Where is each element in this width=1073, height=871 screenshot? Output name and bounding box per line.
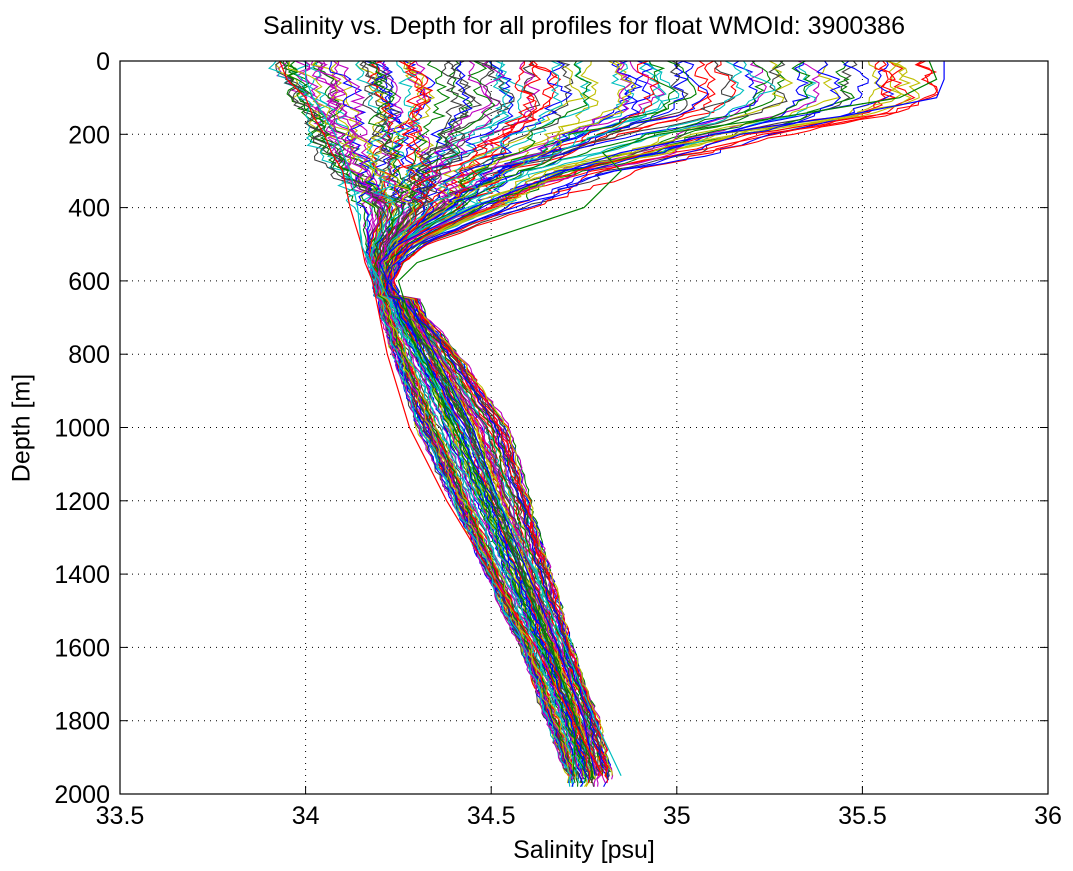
salinity-profile-line [390,60,811,769]
x-axis-label: Salinity [psu] [513,836,655,864]
y-tick-label: 1600 [54,634,110,662]
salinity-profile-line [375,60,821,769]
salinity-profile-line [279,60,604,776]
salinity-profile-line [377,60,637,784]
salinity-profile-line [397,60,938,776]
salinity-profile-line [385,60,869,780]
tick-labels: 33.5 34 34.5 35 35.5 36 0 200 400 600 800 1000 1200 1… [54,48,1062,830]
salinity-profile-line [279,60,604,776]
y-axis-label: Depth [m] [7,373,36,483]
salinity-profile-line [387,60,840,780]
axes-box [119,60,1049,795]
salinity-profile-line [373,60,573,784]
y-tick-label: 1400 [54,561,110,589]
salinity-profile-line [287,60,613,776]
y-tick-label: 200 [68,121,110,149]
salinity-profile-line [268,60,573,787]
salinity-profile-line [380,60,677,780]
y-tick-label: 1000 [54,415,110,443]
y-tick-label: 1200 [54,488,110,516]
chart-title: Salinity vs. Depth for all profiles for … [263,12,905,40]
y-tick-label: 600 [68,268,110,296]
y-tick-label: 1800 [54,708,110,736]
x-tick-label: 34.5 [467,802,516,830]
salinity-profile-line [368,60,568,769]
salinity-profile-line [392,60,916,773]
y-tick-label: 800 [68,341,110,369]
series-layer [268,60,945,788]
salinity-profile-line [392,60,889,776]
y-tick-label: 400 [68,195,110,223]
salinity-profile-line [379,60,912,780]
salinity-profile-line [383,60,903,788]
salinity-profile-line [379,61,945,776]
y-tick-label: 2000 [54,781,110,809]
salinity-profile-line [379,60,643,788]
salinity-profile-line [378,60,581,769]
salinity-profile-line [282,60,600,773]
salinity-profile-line [384,60,601,776]
x-tick-label: 34 [292,802,320,830]
x-tick-label: 35.5 [838,802,887,830]
axes-layer [119,60,1049,795]
y-tick-label: 0 [96,48,110,76]
salinity-profile-line [390,60,609,769]
x-tick-label: 35 [663,802,691,830]
salinity-profile-line [367,60,595,780]
salinity-profile-line [369,60,568,773]
salinity-profile-line [315,60,602,787]
salinity-profile-line [275,60,610,780]
x-tick-label: 36 [1034,802,1062,830]
salinity-profile-line [375,60,633,780]
salinity-profile-line [381,60,595,787]
salinity-profile-line [388,60,609,784]
salinity-profile-line [305,61,622,776]
x-tick-label: 33.5 [96,802,145,830]
